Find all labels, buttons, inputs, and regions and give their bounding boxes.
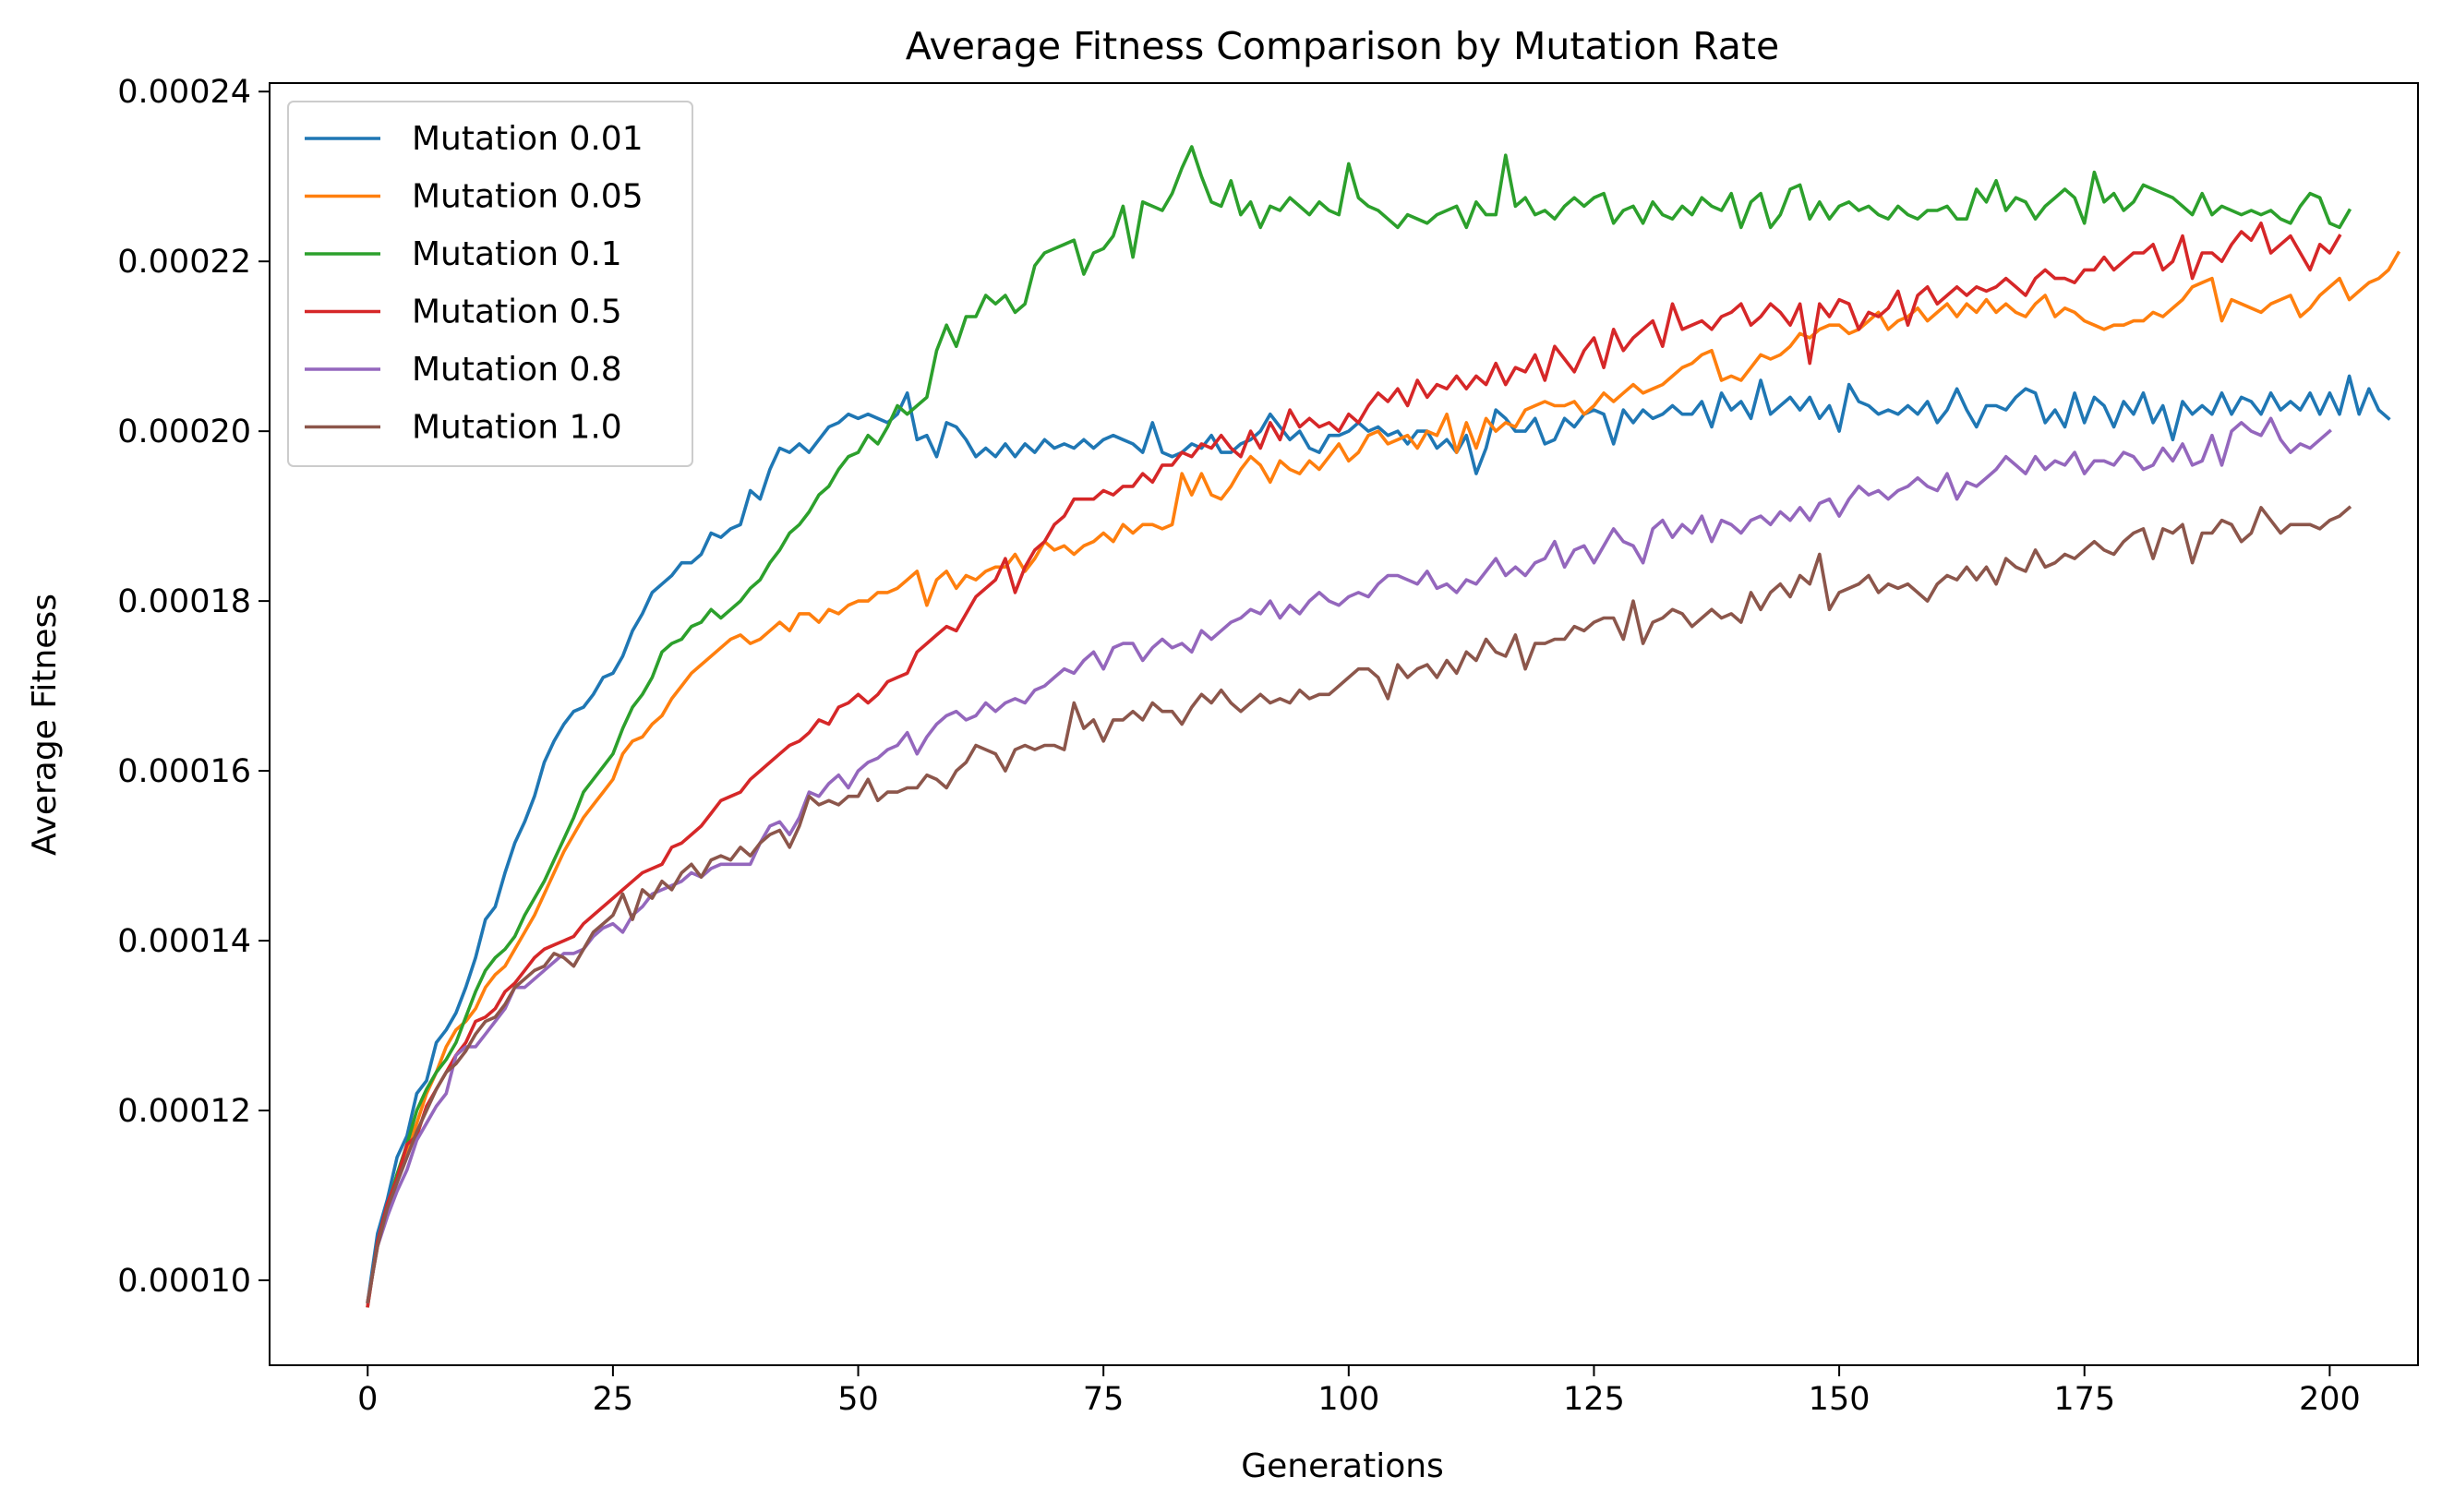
legend-label: Mutation 0.8 <box>412 351 622 389</box>
y-axis-label: Average Fitness <box>26 594 64 856</box>
series-line-1 <box>366 374 2391 1304</box>
y-axis: 0.00010 0.00012 0.00014 0.00016 0.00018 0.000… <box>117 74 270 1300</box>
y-tick-label: 0.00022 <box>117 244 251 281</box>
legend-label: Mutation 0.01 <box>412 120 644 158</box>
x-tick-label: 25 <box>593 1381 634 1418</box>
legend-label: Mutation 0.1 <box>412 235 622 273</box>
legend-label: Mutation 0.05 <box>412 178 644 216</box>
x-tick-label: 150 <box>1809 1381 1871 1418</box>
y-tick-label: 0.00020 <box>117 414 251 450</box>
y-tick-label: 0.00024 <box>117 74 251 111</box>
y-tick-label: 0.00010 <box>117 1263 251 1300</box>
series-line-6 <box>366 505 2352 1304</box>
x-axis-label: Generations <box>1241 1447 1444 1485</box>
plot-lines <box>366 145 2401 1308</box>
series-line-4 <box>366 222 2342 1308</box>
y-tick-label: 0.00014 <box>117 923 251 960</box>
x-tick-label: 125 <box>1563 1381 1625 1418</box>
plot-frame <box>269 82 2419 1366</box>
x-tick-label: 50 <box>837 1381 879 1418</box>
legend: Mutation 0.01 Mutation 0.05 Mutation 0.1 Mu… <box>287 101 693 467</box>
chart-title: Average Fitness Comparison by Mutation R… <box>906 24 1779 68</box>
x-tick-label: 100 <box>1317 1381 1379 1418</box>
series-line-3 <box>366 145 2352 1308</box>
series-line-2 <box>366 250 2401 1304</box>
x-axis: 0 25 50 75 100 125 150 175 200 <box>357 1365 2361 1418</box>
x-tick-label: 0 <box>357 1381 378 1418</box>
y-tick-label: 0.00018 <box>117 583 251 620</box>
y-tick-label: 0.00016 <box>117 753 251 790</box>
legend-label: Mutation 1.0 <box>412 409 622 447</box>
x-tick-label: 175 <box>2053 1381 2115 1418</box>
legend-label: Mutation 0.5 <box>412 294 622 331</box>
legend-box <box>287 101 693 467</box>
x-tick-label: 75 <box>1083 1381 1125 1418</box>
y-tick-label: 0.00012 <box>117 1093 251 1130</box>
series-line-5 <box>366 416 2332 1304</box>
x-tick-label: 200 <box>2299 1381 2361 1418</box>
